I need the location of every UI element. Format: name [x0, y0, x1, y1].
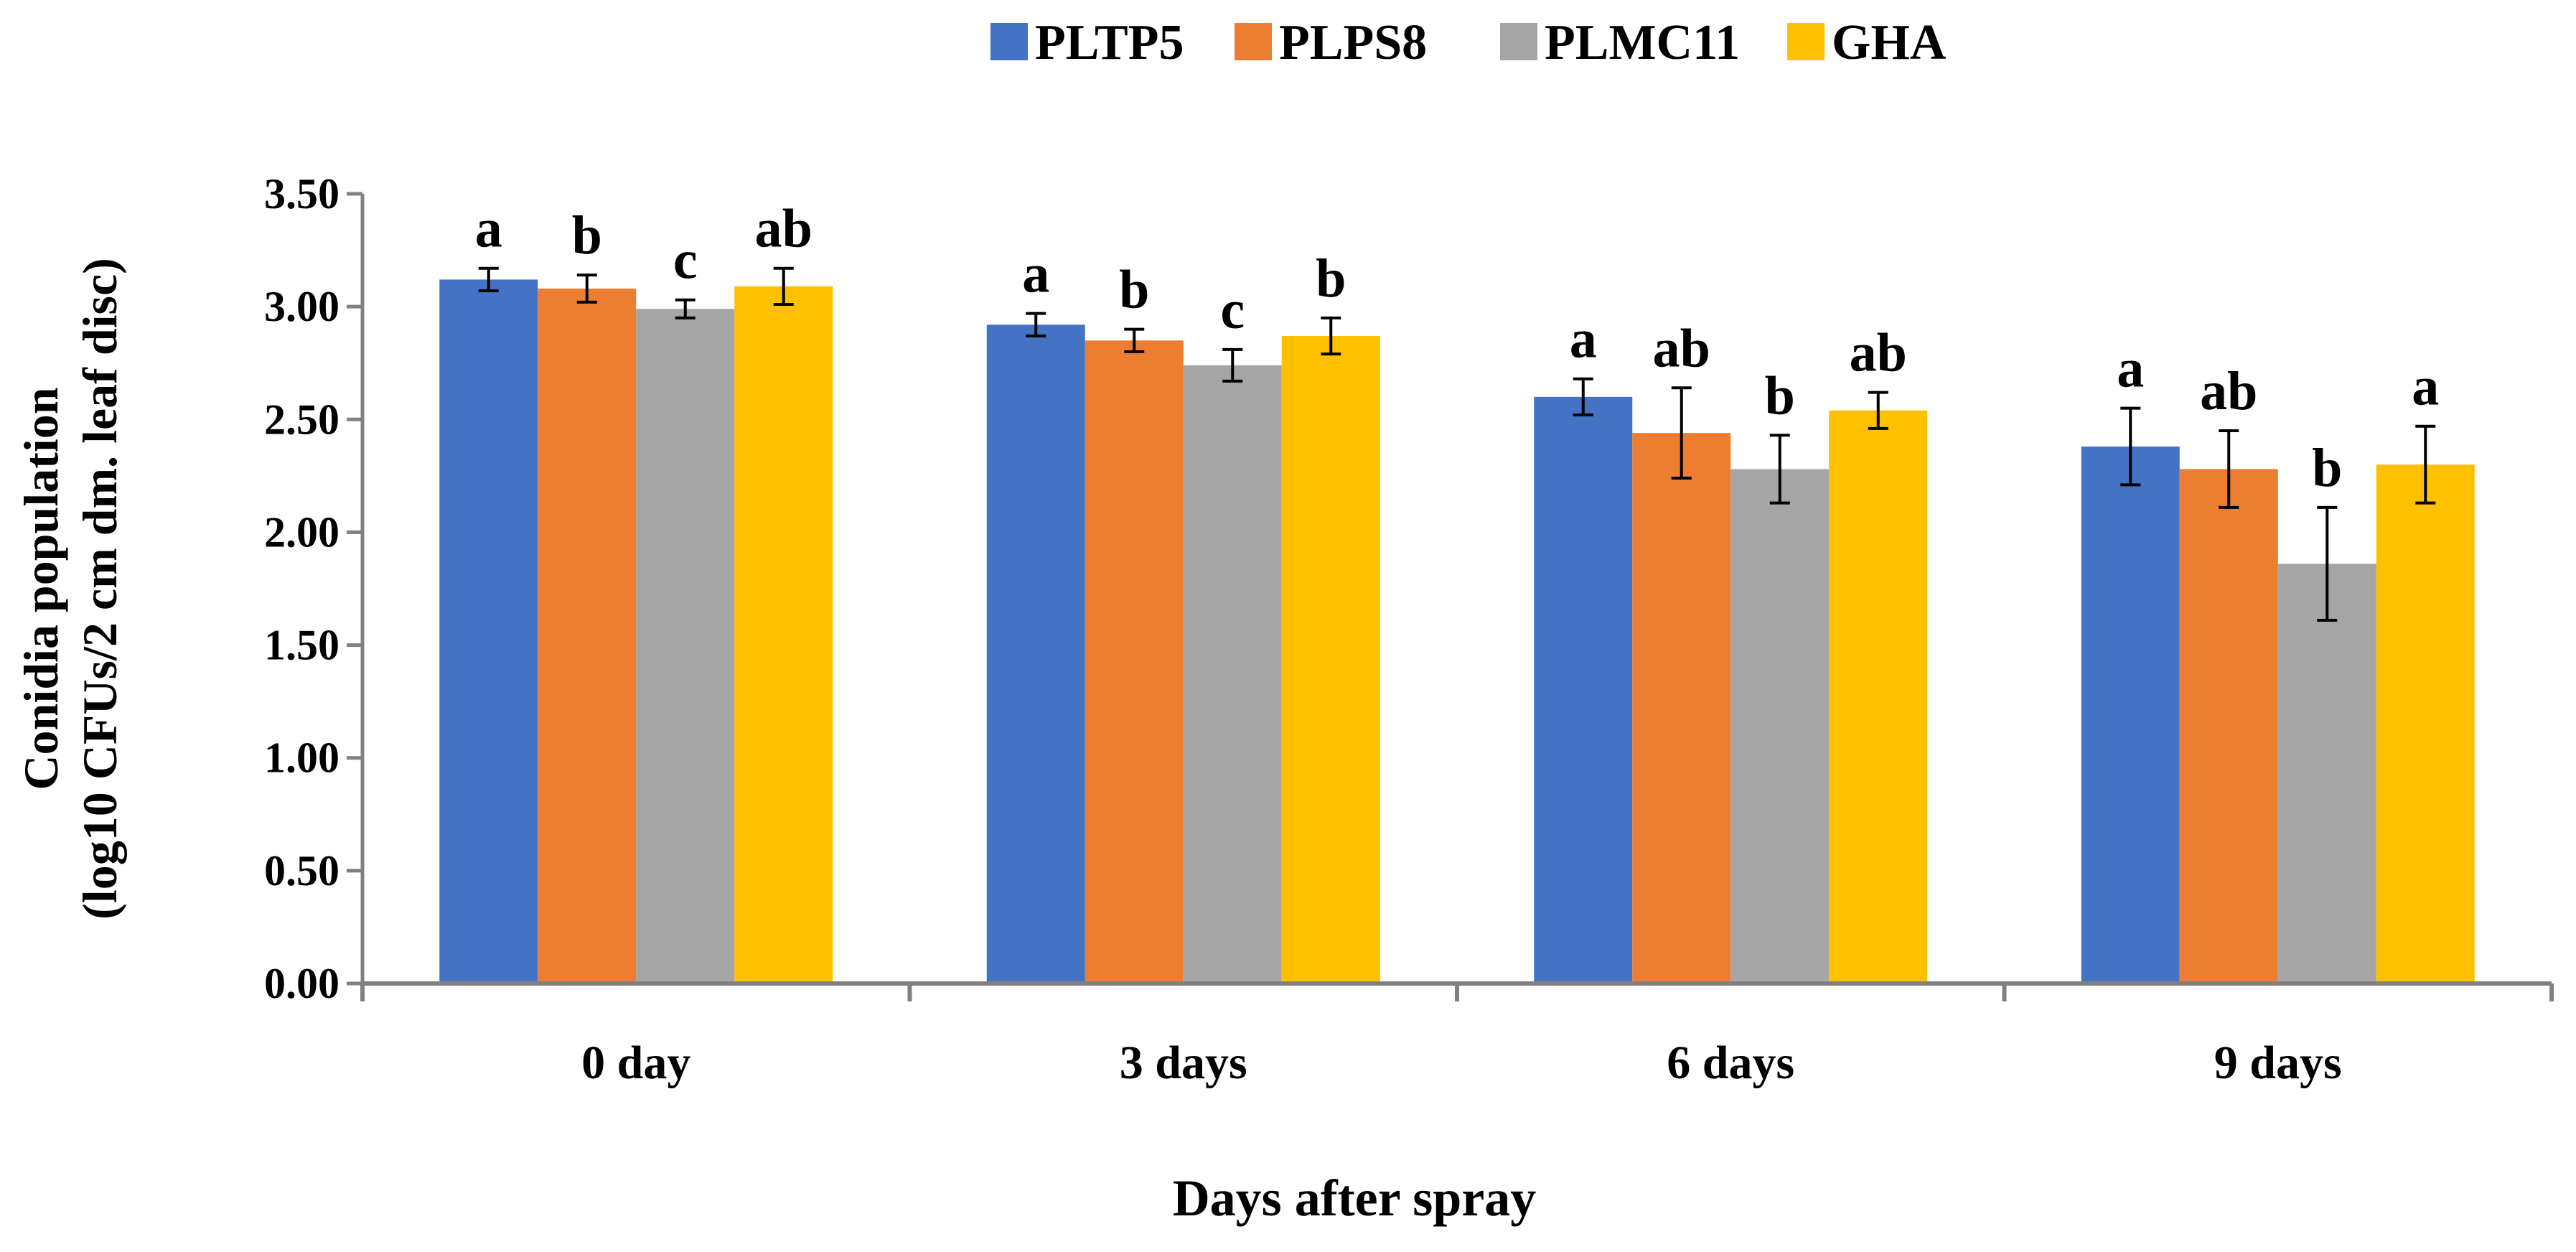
significance-letter: b: [2312, 438, 2342, 498]
bar: [1829, 410, 1928, 984]
legend-swatch: [1500, 23, 1537, 60]
bar: [2179, 469, 2278, 984]
legend-label: PLTP5: [1035, 15, 1184, 70]
x-axis-title: Days after spray: [1173, 1169, 1537, 1227]
significance-letter: c: [1220, 280, 1245, 340]
significance-letter: a: [1022, 244, 1049, 304]
y-axis: 0.00 0.50 1.00 1.50 2.00 2.50 3.00 3.50: [264, 170, 365, 1007]
significance-letter: a: [2412, 357, 2439, 417]
y-axis-title: Conidia population (log10 CFUs/2 cm dm. l…: [14, 258, 127, 920]
bar: [636, 309, 735, 984]
x-tick-label: 3 days: [1120, 1037, 1247, 1089]
x-tick-label: 0 day: [581, 1037, 690, 1089]
significance-letter: b: [1119, 260, 1149, 320]
y-axis-title-line: Conidia population: [14, 387, 68, 790]
bar: [1730, 469, 1830, 984]
bar: [1183, 365, 1282, 984]
legend-swatch: [990, 23, 1028, 60]
bar: [2081, 447, 2180, 984]
legend: PLTP5 PLPS8 PLMC11 GHA: [990, 15, 1947, 70]
y-tick-label: 3.50: [264, 170, 339, 218]
legend-label: GHA: [1832, 15, 1947, 70]
x-axis: 0 day 3 days 6 days 9 days: [360, 981, 2554, 1089]
y-tick-label: 1.50: [264, 622, 339, 669]
bar: [1632, 433, 1731, 984]
significance-letter: ab: [1653, 318, 1710, 378]
legend-label: PLMC11: [1545, 15, 1740, 70]
bar: [734, 286, 833, 984]
x-tick-label: 6 days: [1667, 1037, 1794, 1089]
y-axis-title-line: (log10 CFUs/2 cm dm. leaf disc): [72, 258, 127, 920]
bar: [1281, 336, 1380, 984]
y-tick-label: 2.50: [264, 396, 339, 443]
significance-letter: ab: [1850, 323, 1907, 383]
significance-letter: b: [1316, 248, 1346, 309]
bar: [2277, 564, 2376, 984]
significance-letter: a: [2117, 339, 2144, 399]
significance-letter: a: [1570, 309, 1597, 370]
significance-letter: b: [572, 205, 602, 266]
bar: [986, 324, 1085, 984]
legend-label: PLPS8: [1279, 15, 1427, 70]
bar: [1085, 340, 1184, 984]
significance-letter: b: [1765, 365, 1795, 426]
significance-letter: c: [673, 230, 698, 291]
y-tick-label: 3.00: [264, 283, 339, 330]
x-tick-label: 9 days: [2214, 1037, 2342, 1089]
legend-swatch: [1235, 23, 1272, 60]
legend-swatch: [1787, 23, 1825, 60]
significance-letter: ab: [755, 199, 812, 259]
y-tick-label: 1.00: [264, 734, 339, 782]
significance-letter: a: [475, 199, 502, 259]
significance-letter: ab: [2200, 361, 2257, 421]
y-axis-title-group: Conidia population (log10 CFUs/2 cm dm. l…: [14, 258, 127, 920]
bar: [2376, 464, 2475, 984]
bar: [439, 279, 538, 984]
bar: [538, 289, 637, 984]
bar: [1534, 396, 1633, 984]
y-tick-label: 0.00: [264, 960, 339, 1007]
y-tick-label: 2.00: [264, 508, 339, 556]
y-tick-label: 0.50: [264, 847, 339, 894]
